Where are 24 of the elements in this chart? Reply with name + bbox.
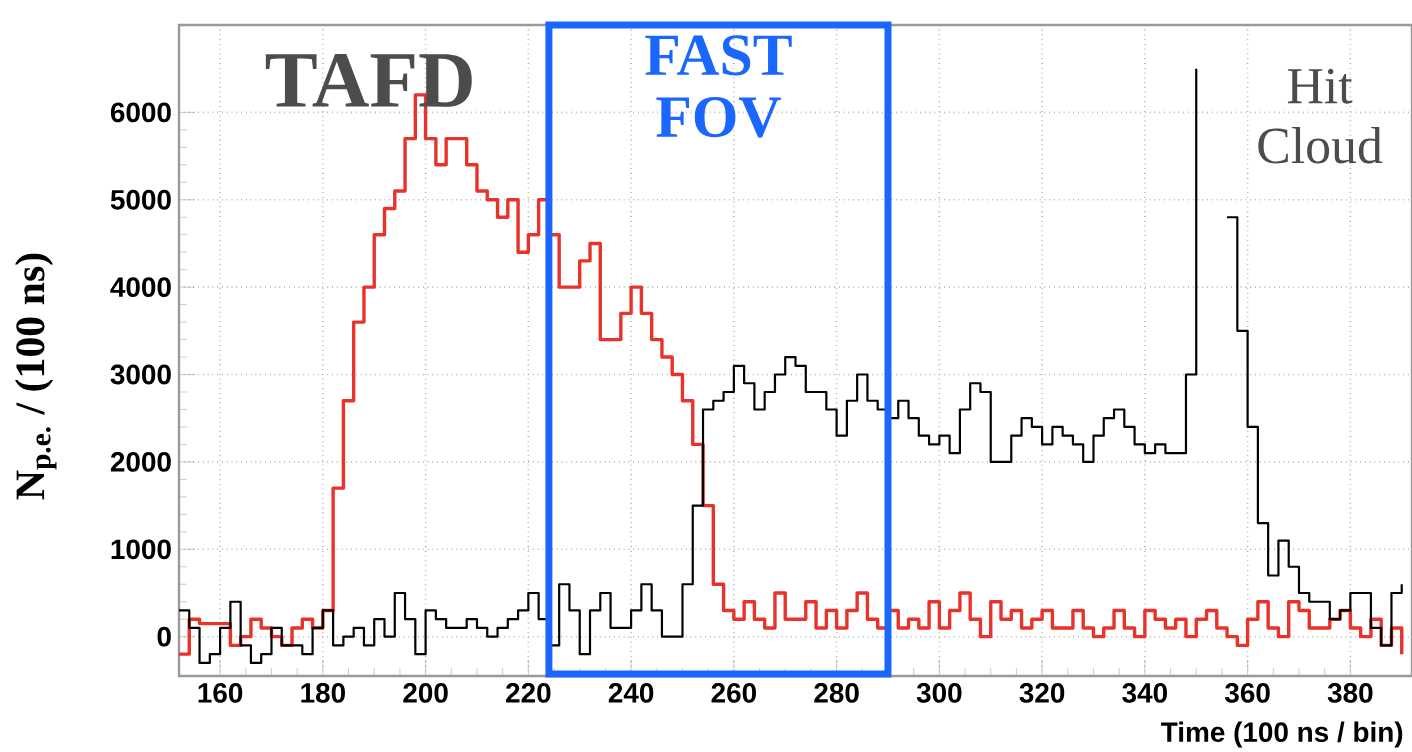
y-axis-title: N$_{p.e.}$ / (100 ns)	[15, 253, 57, 500]
x-tick-label: 280	[814, 683, 859, 703]
x-tick-label: 340	[1122, 683, 1167, 703]
x-tick-label: 260	[711, 683, 756, 703]
y-tick-label: 6000	[110, 102, 171, 123]
x-tick-label: 160	[198, 683, 243, 703]
annotation: TAFD	[265, 53, 472, 107]
y-tick-label: 1000	[111, 539, 171, 560]
y-tick-label: 0	[157, 626, 171, 647]
annotation: Hit Cloud	[1258, 68, 1383, 164]
x-tick-label: 300	[916, 683, 962, 703]
y-tick-label: 2000	[110, 452, 171, 472]
x-tick-label: 380	[1327, 683, 1373, 703]
y-tick-label: 4000	[110, 277, 171, 298]
x-tick-label: 240	[608, 683, 654, 703]
x-tick-label: 200	[403, 683, 448, 703]
x-tick-label: 180	[301, 683, 345, 703]
x-axis-title: Time (100 ns / bin)	[1161, 721, 1403, 748]
y-tick-label: 5000	[110, 189, 171, 210]
x-tick-label: 320	[1019, 683, 1065, 703]
y-tick-label: 3000	[110, 364, 171, 385]
x-tick-label: 220	[506, 683, 551, 703]
annotation: FAST FOV	[645, 35, 792, 138]
x-tick-label: 360	[1224, 683, 1270, 703]
